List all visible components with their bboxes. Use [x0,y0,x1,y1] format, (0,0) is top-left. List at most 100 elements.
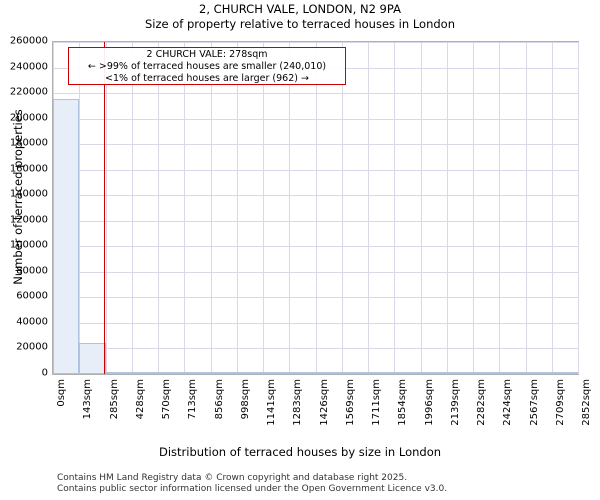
x-axis-tick-label: 428sqm [134,379,146,420]
grid-line-vertical [341,42,343,374]
y-axis-tick-label: 60000 [16,290,48,302]
histogram-bar [525,372,552,374]
y-axis-tick-label: 140000 [9,188,48,200]
y-axis-tick-label: 80000 [16,265,48,277]
footer-copyright: Contains HM Land Registry data © Crown c… [57,473,408,483]
y-axis-tick-label: 180000 [9,137,48,149]
grid-line-vertical [525,42,527,374]
histogram-bar [158,372,185,374]
annotation-line-1: 2 CHURCH VALE: 278sqm [146,49,268,60]
x-axis-tick-label: 1426sqm [318,379,330,426]
x-axis-title: Distribution of terraced houses by size … [158,445,442,459]
x-axis-tick-label: 2567sqm [528,379,540,426]
y-axis-tick-label: 120000 [9,214,48,226]
x-axis-tick-label: 1141sqm [266,379,277,426]
histogram-bar [368,372,395,374]
page-title: 2, CHURCH VALE, LONDON, N2 9PA [199,2,401,16]
x-axis-tick-label: 1854sqm [397,379,409,426]
grid-line-vertical [315,42,317,374]
annotation-line-2: ← >99% of terraced houses are smaller (2… [87,61,327,72]
grid-line-vertical [473,42,474,374]
histogram-bar [263,372,290,374]
histogram-bar [315,372,342,374]
x-axis-tick-label: 285sqm [108,379,120,420]
histogram-bar [341,372,368,374]
histogram-bar [131,372,158,374]
histogram-bar [394,372,421,374]
grid-line-vertical [289,42,291,374]
grid-line-vertical [368,42,369,374]
y-axis-tick-label: 100000 [9,239,48,251]
y-axis-title: Number of terraced properties [11,109,25,285]
histogram-bar [473,372,500,374]
grid-line-horizontal [53,271,578,273]
x-axis-tick-label: 2424sqm [502,379,514,426]
y-axis-tick-label: 240000 [9,61,48,73]
y-axis-tick-label: 200000 [9,112,48,124]
grid-line-vertical [420,42,422,374]
grid-line-horizontal [53,246,578,248]
x-axis-tick-label: 2139sqm [449,379,461,426]
x-axis-tick-label: 1283sqm [292,379,304,426]
grid-line-horizontal [53,144,578,146]
histogram-bar [79,342,106,374]
x-axis-tick-label: 0sqm [56,379,67,407]
grid-line-vertical [79,42,81,374]
grid-line-vertical [499,42,501,374]
grid-line-vertical [551,42,553,374]
property-annotation-box: 2 CHURCH VALE: 278sqm ← >99% of terraced… [68,47,346,85]
histogram-bar [210,372,237,374]
y-axis-tick-label: 220000 [9,86,48,98]
histogram-bar [53,98,80,374]
footer-licence: Contains public sector information licen… [57,484,448,494]
grid-line-vertical [210,42,212,374]
x-axis-tick-label: 2709sqm [554,379,566,426]
histogram-bar [551,372,578,374]
x-axis-tick-label: 713sqm [187,379,199,420]
grid-line-vertical [131,42,133,374]
x-axis-tick-label: 998sqm [239,379,251,420]
x-axis-tick-label: 856sqm [213,379,225,420]
grid-line-horizontal [53,322,578,324]
histogram-bar [184,372,211,374]
histogram-bar [446,372,473,374]
y-axis-tick-label: 0 [41,367,48,379]
x-axis-tick-label: 1711sqm [371,379,382,426]
histogram-bar [236,372,263,374]
grid-line-horizontal [53,220,578,222]
plot-area [52,41,579,375]
x-axis-tick-label: 1569sqm [344,379,356,426]
property-marker-line [104,42,106,374]
grid-line-vertical [184,42,186,374]
grid-line-horizontal [53,42,578,43]
grid-line-vertical [578,42,579,374]
histogram-bar [420,372,447,374]
y-axis-tick-label: 160000 [9,163,48,175]
grid-line-vertical [158,42,159,374]
chart-subtitle: Size of property relative to terraced ho… [145,17,455,31]
annotation-line-3: <1% of terraced houses are larger (962) … [105,73,309,84]
grid-line-vertical [263,42,264,374]
grid-line-vertical [446,42,448,374]
histogram-bar [499,372,526,374]
histogram-bar [289,372,316,374]
y-axis-tick-label: 20000 [16,341,48,353]
grid-line-vertical [236,42,238,374]
grid-line-horizontal [53,348,578,350]
grid-line-horizontal [53,93,578,95]
x-axis-tick-label: 1996sqm [423,379,435,426]
grid-line-horizontal [53,297,578,299]
x-axis-tick-label: 570sqm [161,379,172,420]
histogram-bar [105,372,132,374]
grid-line-horizontal [53,195,578,197]
grid-line-horizontal [53,169,578,171]
x-axis-tick-label: 2852sqm [581,379,592,426]
grid-line-vertical [394,42,396,374]
x-axis-tick-label: 2282sqm [476,379,487,426]
y-axis-tick-label: 260000 [9,35,48,47]
y-axis-tick-label: 40000 [16,316,48,328]
x-axis-tick-label: 143sqm [82,379,94,420]
grid-line-horizontal [53,118,578,120]
grid-line-vertical [105,42,107,374]
